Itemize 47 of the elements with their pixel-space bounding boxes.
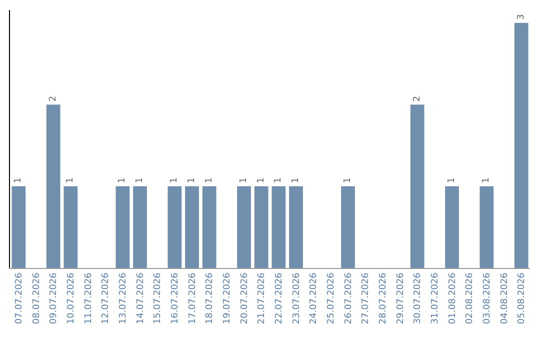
x-tick-label: 02.08.2026 [465, 272, 476, 324]
x-tick-label: 21.07.2026 [257, 272, 268, 324]
data-label: 3 [516, 14, 526, 20]
data-label: 1 [274, 178, 284, 184]
x-tick-label: 23.07.2026 [292, 272, 302, 324]
x-tick-label: 15.07.2026 [153, 272, 164, 324]
data-label: 1 [204, 178, 214, 184]
data-label: 1 [118, 178, 128, 184]
data-label: 1 [343, 178, 353, 184]
data-label: 1 [187, 178, 197, 184]
x-tick-label: 13.07.2026 [118, 272, 129, 324]
x-tick-label: 30.07.2026 [413, 272, 424, 324]
x-tick-label: 19.07.2026 [222, 272, 233, 324]
x-tick-label: 09.07.2026 [49, 272, 60, 324]
data-label: 1 [291, 178, 301, 184]
x-tick-label: 01.08.2026 [448, 272, 458, 324]
data-label: 1 [447, 178, 457, 184]
x-tick-label: 27.07.2026 [361, 272, 372, 324]
x-tick-label: 12.07.2026 [101, 272, 112, 324]
x-tick-label: 24.07.2026 [309, 272, 320, 324]
data-label: 1 [482, 178, 492, 184]
x-tick-label: 14.07.2026 [136, 272, 146, 324]
x-tick-label: 10.07.2026 [66, 272, 77, 324]
x-tick-label: 18.07.2026 [205, 272, 216, 324]
x-tick-label: 26.07.2026 [344, 272, 354, 324]
x-tick-label: 20.07.2026 [240, 272, 250, 324]
x-tick-label: 05.08.2026 [517, 272, 528, 324]
x-tick-label: 31.07.2026 [430, 272, 441, 324]
x-tick-label: 04.08.2026 [500, 272, 510, 324]
x-tick-label: 16.07.2026 [170, 272, 181, 324]
data-label: 1 [239, 178, 249, 184]
x-tick-label: 17.07.2026 [188, 272, 198, 324]
data-label: 1 [66, 178, 76, 184]
x-tick-label: 29.07.2026 [396, 272, 406, 324]
x-tick-label: 11.07.2026 [84, 272, 94, 324]
data-label: 1 [135, 178, 145, 184]
data-label: 2 [48, 96, 58, 102]
x-tick-label: 07.07.2026 [14, 272, 25, 324]
data-label: 1 [256, 178, 266, 184]
data-label: 1 [14, 178, 24, 184]
x-tick-label: 28.07.2026 [378, 272, 389, 324]
x-tick-label: 03.08.2026 [482, 272, 493, 324]
x-tick-label: 22.07.2026 [274, 272, 285, 324]
x-tick-label: 25.07.2026 [326, 272, 337, 324]
x-tick-label: 08.07.2026 [32, 272, 42, 324]
data-label: 1 [170, 178, 180, 184]
data-label: 2 [412, 96, 422, 102]
